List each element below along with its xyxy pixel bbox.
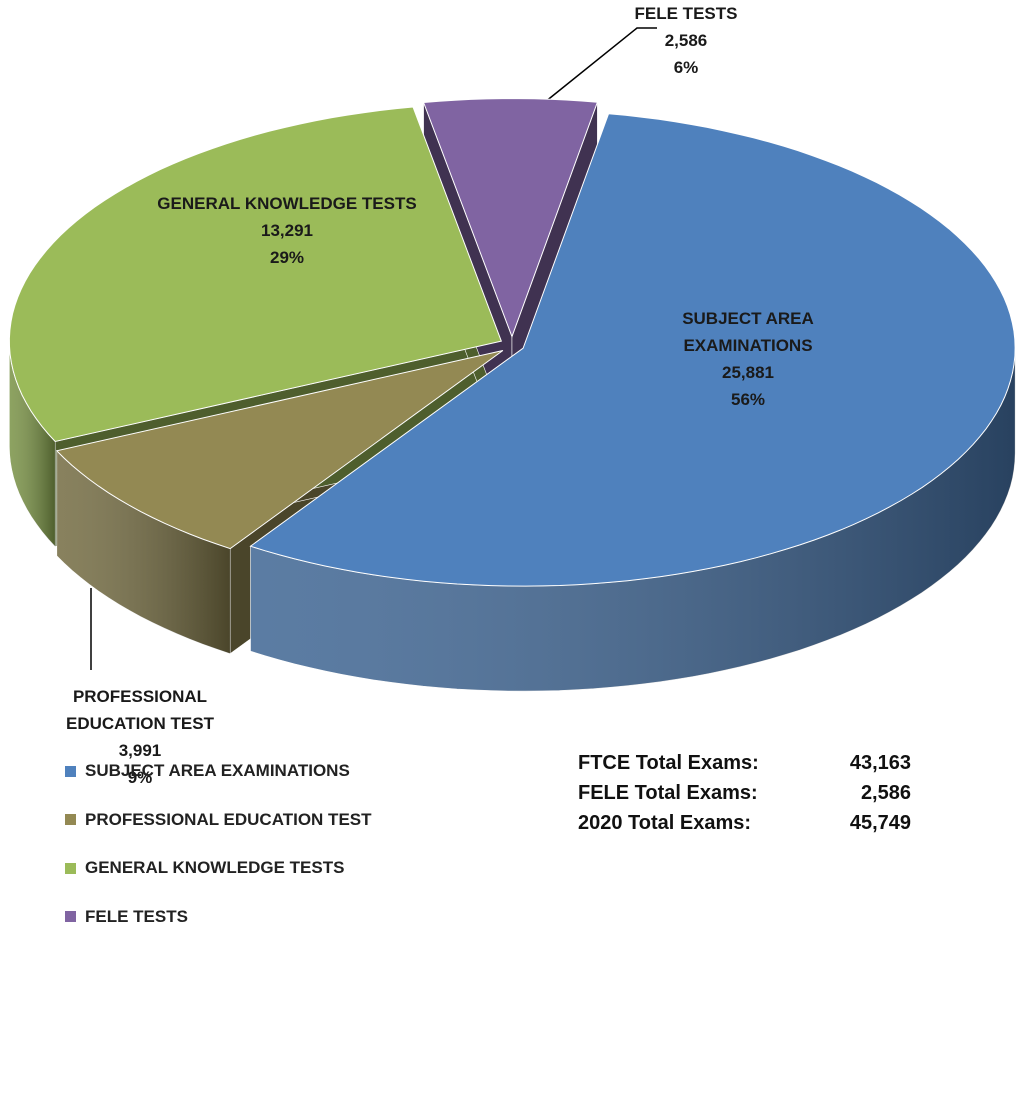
data-label-name: SUBJECT AREA EXAMINATIONS: [682, 309, 814, 355]
total-label: FELE Total Exams:: [578, 782, 758, 804]
total-row: 2020 Total Exams: 45,749: [578, 812, 911, 835]
data-label-value: 3,991: [118, 741, 162, 760]
data-label-percent: 29%: [269, 248, 305, 267]
legend-label: FELE TESTS: [85, 906, 188, 926]
data-label-name: GENERAL KNOWLEDGE TESTS: [157, 194, 417, 213]
data-label: PROFESSIONAL EDUCATION TEST 3,991 9%: [30, 683, 250, 791]
total-value: 2,586: [860, 782, 911, 804]
slice-side-shade: [250, 348, 1016, 692]
legend-item: FELE TESTS: [65, 907, 188, 927]
slice: [422, 98, 599, 339]
data-label-percent: 9%: [127, 768, 153, 787]
data-label-value: 13,291: [261, 221, 313, 240]
data-label-percent: 56%: [730, 390, 766, 409]
total-value: 43,163: [849, 752, 911, 774]
leader-line: [544, 27, 657, 103]
total-row: FELE Total Exams: 2,586: [578, 782, 911, 805]
slice: [249, 113, 1016, 587]
legend-item: SUBJECT AREA EXAMINATIONS: [65, 761, 350, 781]
legend-item: PROFESSIONAL EDUCATION TEST: [65, 810, 372, 830]
legend-swatch: [65, 765, 76, 777]
data-label-name: FELE TESTS: [634, 4, 738, 23]
total-value: 45,749: [849, 812, 911, 834]
legend-label: GENERAL KNOWLEDGE TESTS: [85, 858, 345, 877]
legend-item: GENERAL KNOWLEDGE TESTS: [65, 858, 344, 878]
total-label: 2020 Total Exams:: [578, 812, 752, 834]
slice: [8, 106, 503, 443]
data-label: SUBJECT AREA EXAMINATIONS 25,881 56%: [648, 305, 848, 413]
legend-label: SUBJECT AREA EXAMINATIONS: [85, 761, 350, 780]
data-label: GENERAL KNOWLEDGE TESTS 13,291 29%: [152, 190, 422, 271]
data-label-percent: 6%: [673, 58, 699, 77]
legend-swatch: [65, 862, 76, 874]
legend-label: PROFESSIONAL EDUCATION TEST: [85, 809, 372, 829]
legend-swatch: [65, 911, 76, 922]
slice: [55, 349, 504, 550]
data-label: FELE TESTS 2,586 6%: [586, 0, 786, 81]
data-label-value: 25,881: [722, 363, 774, 382]
data-label-value: 2,586: [664, 31, 708, 50]
slice-side-shade: [56, 450, 231, 654]
total-row: FTCE Total Exams: 43,163: [578, 752, 911, 775]
legend-swatch: [65, 814, 76, 825]
data-label-name: PROFESSIONAL EDUCATION TEST: [66, 687, 214, 733]
total-label: FTCE Total Exams:: [578, 752, 759, 774]
